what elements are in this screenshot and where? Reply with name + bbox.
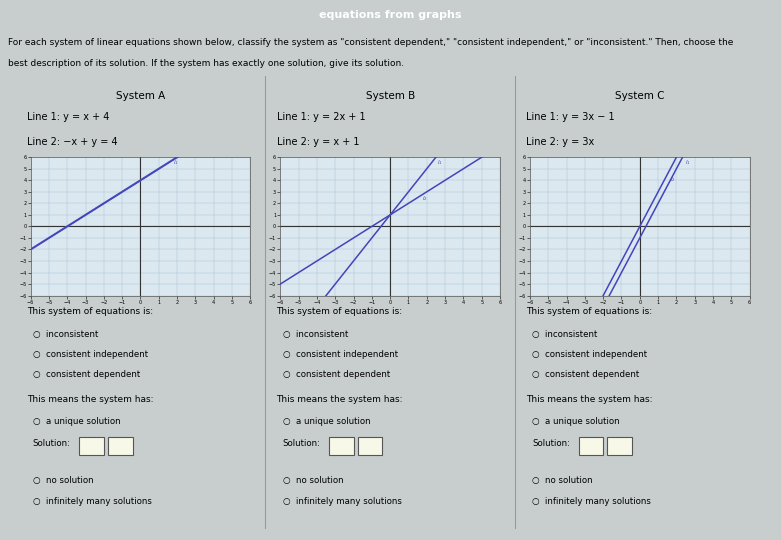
Text: This means the system has:: This means the system has: — [27, 395, 153, 404]
Text: Line 2: −x + y = 4: Line 2: −x + y = 4 — [27, 137, 117, 147]
Text: $l_2$: $l_2$ — [670, 175, 676, 184]
Text: Line 1: y = 2x + 1: Line 1: y = 2x + 1 — [276, 112, 366, 122]
Text: This system of equations is:: This system of equations is: — [27, 307, 153, 316]
Text: equations from graphs: equations from graphs — [319, 10, 462, 20]
Text: System A: System A — [116, 91, 165, 102]
Text: ○  consistent independent: ○ consistent independent — [532, 350, 647, 359]
Text: $l_1$: $l_1$ — [173, 159, 179, 167]
Bar — [579, 437, 604, 455]
Text: ○  infinitely many solutions: ○ infinitely many solutions — [283, 497, 401, 505]
Text: Solution:: Solution: — [33, 440, 71, 448]
Bar — [607, 437, 632, 455]
Text: This means the system has:: This means the system has: — [276, 395, 403, 404]
Text: ○  infinitely many solutions: ○ infinitely many solutions — [33, 497, 152, 505]
Text: Line 1: y = x + 4: Line 1: y = x + 4 — [27, 112, 109, 122]
Text: Line 2: y = x + 1: Line 2: y = x + 1 — [276, 137, 359, 147]
Text: Solution:: Solution: — [283, 440, 320, 448]
Text: Line 1: y = 3x − 1: Line 1: y = 3x − 1 — [526, 112, 615, 122]
Text: ○  consistent independent: ○ consistent independent — [283, 350, 398, 359]
Text: ○  consistent independent: ○ consistent independent — [33, 350, 148, 359]
Text: ○  a unique solution: ○ a unique solution — [33, 417, 120, 426]
Text: This means the system has:: This means the system has: — [526, 395, 653, 404]
Text: ○  no solution: ○ no solution — [532, 476, 593, 485]
Bar — [329, 437, 354, 455]
Text: System C: System C — [615, 91, 665, 102]
Bar — [358, 437, 382, 455]
Text: ○  no solution: ○ no solution — [33, 476, 94, 485]
Text: best description of its solution. If the system has exactly one solution, give i: best description of its solution. If the… — [8, 59, 404, 68]
Bar — [80, 437, 104, 455]
Text: This system of equations is:: This system of equations is: — [276, 307, 403, 316]
Text: Line 2: y = 3x: Line 2: y = 3x — [526, 137, 594, 147]
Text: ○  consistent dependent: ○ consistent dependent — [532, 370, 640, 380]
Text: $l_1$: $l_1$ — [685, 159, 690, 167]
Text: ○  consistent dependent: ○ consistent dependent — [283, 370, 390, 380]
Text: System B: System B — [366, 91, 415, 102]
Text: ○  inconsistent: ○ inconsistent — [532, 329, 597, 339]
Text: ○  a unique solution: ○ a unique solution — [283, 417, 370, 426]
Text: $l_1$: $l_1$ — [437, 159, 443, 167]
Text: ○  a unique solution: ○ a unique solution — [532, 417, 620, 426]
Text: ○  inconsistent: ○ inconsistent — [283, 329, 348, 339]
Text: For each system of linear equations shown below, classify the system as "consist: For each system of linear equations show… — [8, 38, 733, 48]
Bar — [108, 437, 133, 455]
Text: ○  inconsistent: ○ inconsistent — [33, 329, 98, 339]
Text: Solution:: Solution: — [532, 440, 570, 448]
Text: This system of equations is:: This system of equations is: — [526, 307, 652, 316]
Text: ○  infinitely many solutions: ○ infinitely many solutions — [532, 497, 651, 505]
Text: ○  consistent dependent: ○ consistent dependent — [33, 370, 140, 380]
Text: ○  no solution: ○ no solution — [283, 476, 343, 485]
Text: $l_2$: $l_2$ — [423, 194, 428, 202]
